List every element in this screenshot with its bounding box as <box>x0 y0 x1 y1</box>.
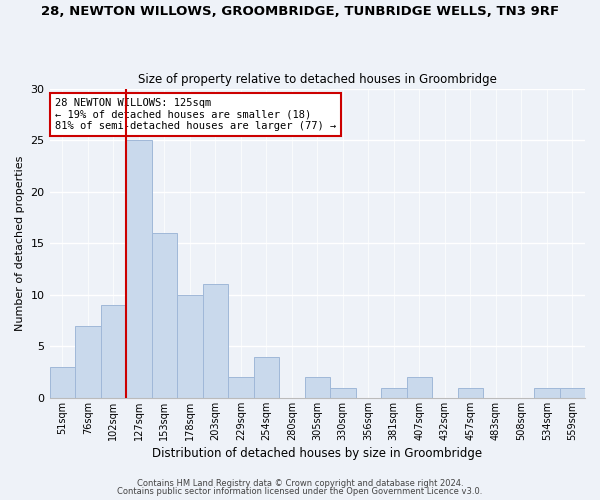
Y-axis label: Number of detached properties: Number of detached properties <box>15 156 25 331</box>
Bar <box>126 140 152 398</box>
Bar <box>407 378 432 398</box>
Text: Contains HM Land Registry data © Crown copyright and database right 2024.: Contains HM Land Registry data © Crown c… <box>137 478 463 488</box>
Bar <box>203 284 228 398</box>
Bar <box>50 367 75 398</box>
Bar <box>330 388 356 398</box>
Bar <box>534 388 560 398</box>
Bar <box>75 326 101 398</box>
Bar <box>254 356 279 398</box>
Bar <box>152 233 177 398</box>
Bar <box>458 388 483 398</box>
Bar <box>228 378 254 398</box>
Text: 28 NEWTON WILLOWS: 125sqm
← 19% of detached houses are smaller (18)
81% of semi-: 28 NEWTON WILLOWS: 125sqm ← 19% of detac… <box>55 98 336 131</box>
Title: Size of property relative to detached houses in Groombridge: Size of property relative to detached ho… <box>138 73 497 86</box>
Bar <box>305 378 330 398</box>
Bar <box>177 295 203 398</box>
Bar <box>101 305 126 398</box>
Text: 28, NEWTON WILLOWS, GROOMBRIDGE, TUNBRIDGE WELLS, TN3 9RF: 28, NEWTON WILLOWS, GROOMBRIDGE, TUNBRID… <box>41 5 559 18</box>
X-axis label: Distribution of detached houses by size in Groombridge: Distribution of detached houses by size … <box>152 447 482 460</box>
Bar <box>560 388 585 398</box>
Bar <box>381 388 407 398</box>
Text: Contains public sector information licensed under the Open Government Licence v3: Contains public sector information licen… <box>118 487 482 496</box>
